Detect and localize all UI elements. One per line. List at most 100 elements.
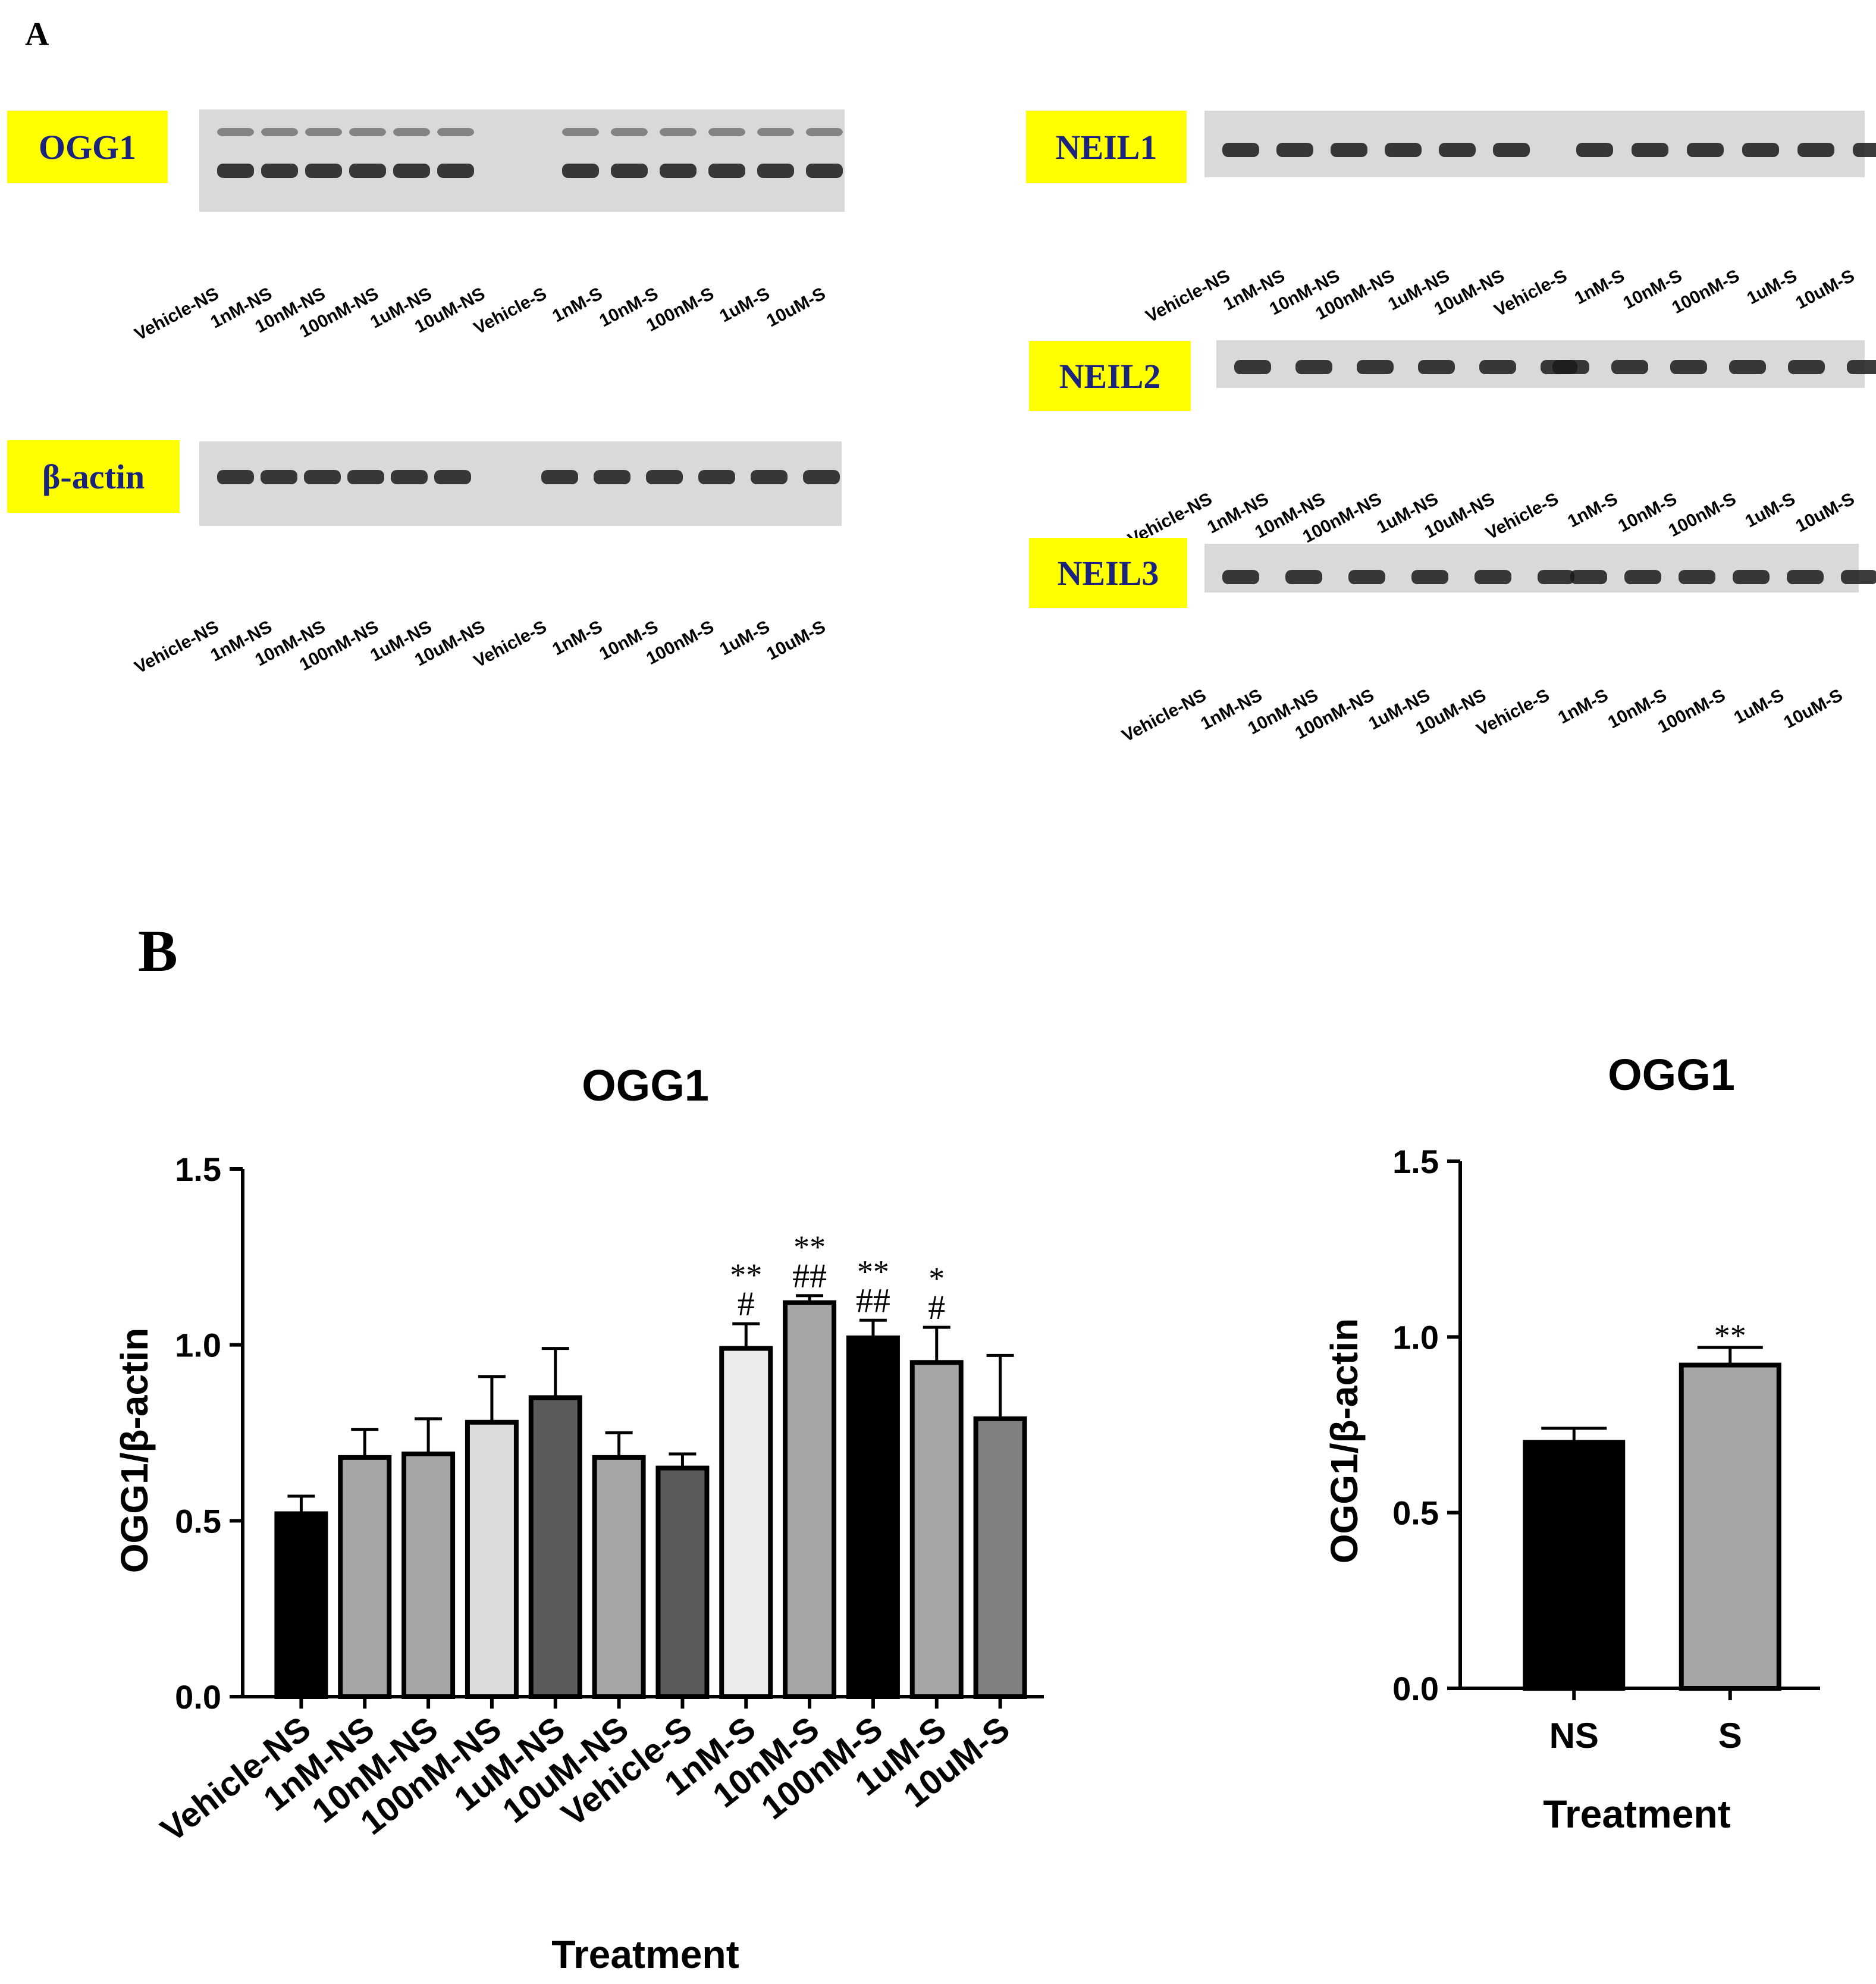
- ogg1-band: [437, 128, 474, 136]
- panel-b-label: B: [138, 918, 178, 984]
- y-tick-label: 0.0: [175, 1678, 221, 1716]
- bactin-band: [698, 470, 735, 484]
- neil3-band: [1570, 570, 1607, 584]
- lane-label: 10uM-S: [1793, 489, 1858, 536]
- neil2-label: NEIL2: [1059, 357, 1161, 396]
- ogg1-band: [757, 128, 794, 136]
- neil3-band: [1348, 570, 1385, 584]
- lane-label: 1nM-S: [1564, 489, 1621, 531]
- neil2-band: [1788, 360, 1825, 374]
- ogg1-treatment-bar-chart: OGG1 Treatment OGG1/β-actin 0.0 0.5 1.0 1.5…: [113, 1061, 1044, 1976]
- bar: [1523, 1440, 1626, 1691]
- neil2-band: [1847, 360, 1876, 374]
- bar: [592, 1455, 646, 1699]
- neil1-label: NEIL1: [1056, 128, 1157, 167]
- lane-label: Vehicle-NS: [1143, 266, 1233, 327]
- lane-label: Vehicle-S: [1482, 489, 1561, 544]
- ogg1-band: [261, 164, 298, 178]
- lane-label: 1uM-S: [1742, 489, 1799, 531]
- ogg1-band: [611, 164, 648, 178]
- bactin-label-box: [7, 440, 180, 513]
- neil1-band: [1222, 143, 1259, 157]
- bar: [973, 1416, 1027, 1699]
- ogg1-band: [708, 164, 745, 178]
- bactin-membrane: [199, 441, 842, 526]
- neil3-label-box: [1029, 538, 1187, 608]
- significance-hash: #: [928, 1288, 945, 1327]
- lane-label: 100nM-S: [1665, 489, 1739, 541]
- bar: [401, 1451, 456, 1699]
- significance-stars: **: [730, 1257, 762, 1293]
- neil1-label-box: [1026, 111, 1187, 183]
- lane-label: 1nM-S: [549, 284, 606, 326]
- neil3-band: [1841, 570, 1876, 584]
- neil2-band: [1611, 360, 1648, 374]
- ogg1-band: [217, 128, 254, 136]
- bactin-band: [434, 470, 471, 484]
- lane-label: 10uM-S: [764, 617, 829, 664]
- ogg1-band: [562, 164, 599, 178]
- blot-neil2: NEIL2Vehicle-NS1nM-NS10nM-NS100nM-NS1uM-…: [1029, 340, 1876, 550]
- neil1-band: [1439, 143, 1476, 157]
- significance-stars: **: [793, 1229, 826, 1265]
- ogg1-band: [806, 128, 843, 136]
- y-tick-label: 0.5: [1392, 1494, 1439, 1532]
- neil1-band: [1632, 143, 1668, 157]
- neil3-band: [1411, 570, 1448, 584]
- ogg1-ns-vs-s-bar-chart: OGG1 Treatment OGG1/β-actin 0.0 0.5 1.0 1.5…: [1323, 1050, 1820, 1836]
- significance-stars: *: [928, 1261, 945, 1296]
- ogg1-band: [611, 128, 648, 136]
- lane-label: 10uM-S: [764, 284, 829, 331]
- y-tick-label: 1.0: [1392, 1318, 1439, 1356]
- blot-neil1: NEIL1Vehicle-NS1nM-NS10nM-NS100nM-NS1uM-…: [1026, 111, 1876, 327]
- neil1-band: [1493, 143, 1530, 157]
- lane-label: 1uM-S: [717, 617, 773, 659]
- bar: [465, 1419, 519, 1699]
- x-tick-label: S: [1718, 1716, 1742, 1756]
- neil3-band: [1285, 570, 1322, 584]
- bar: [338, 1455, 392, 1699]
- bactin-band: [347, 470, 384, 484]
- blot-ogg1: OGG1Vehicle-NS1nM-NS10nM-NS100nM-NS1uM-N…: [7, 109, 845, 344]
- blot-neil3: NEIL3Vehicle-NS1nM-NS10nM-NS100nM-NS1uM-…: [1029, 538, 1876, 746]
- neil3-band: [1733, 570, 1770, 584]
- neil3-membrane: [1204, 544, 1859, 593]
- bactin-band: [304, 470, 341, 484]
- neil3-label: NEIL3: [1058, 554, 1159, 593]
- significance-hash: #: [738, 1284, 755, 1323]
- neil2-band: [1418, 360, 1455, 374]
- lane-label: 100nM-S: [1655, 685, 1728, 737]
- lane-label: Vehicle-S: [1473, 685, 1552, 740]
- bactin-band: [261, 470, 297, 484]
- ogg1-band: [393, 128, 430, 136]
- bactin-band: [751, 470, 788, 484]
- bar: [909, 1360, 964, 1700]
- bar: [1679, 1362, 1781, 1691]
- significance-hash: ##: [856, 1281, 890, 1319]
- y-tick-label: 1.0: [175, 1327, 221, 1364]
- ogg1-band: [349, 164, 386, 178]
- neil3-band: [1624, 570, 1661, 584]
- neil3-band: [1475, 570, 1511, 584]
- bar: [528, 1395, 582, 1700]
- ogg1-membrane: [199, 109, 845, 212]
- bactin-band: [541, 470, 578, 484]
- bactin-band: [391, 470, 428, 484]
- ogg1-band: [806, 164, 843, 178]
- neil1-band: [1797, 143, 1834, 157]
- chart2-title: OGG1: [1608, 1050, 1735, 1099]
- ogg1-band: [349, 128, 386, 136]
- neil2-band: [1670, 360, 1707, 374]
- x-tick-label: NS: [1549, 1716, 1599, 1756]
- neil2-band: [1552, 360, 1589, 374]
- neil1-band: [1276, 143, 1313, 157]
- ogg1-band: [305, 128, 342, 136]
- significance-stars: **: [857, 1253, 889, 1289]
- ogg1-band: [757, 164, 794, 178]
- ogg1-band: [660, 128, 697, 136]
- bar: [783, 1300, 837, 1700]
- blot-bactin: β-actinVehicle-NS1nM-NS10nM-NS100nM-NS1u…: [7, 440, 842, 678]
- lane-label: Vehicle-S: [1491, 266, 1570, 321]
- lane-label: 1uM-S: [717, 284, 773, 326]
